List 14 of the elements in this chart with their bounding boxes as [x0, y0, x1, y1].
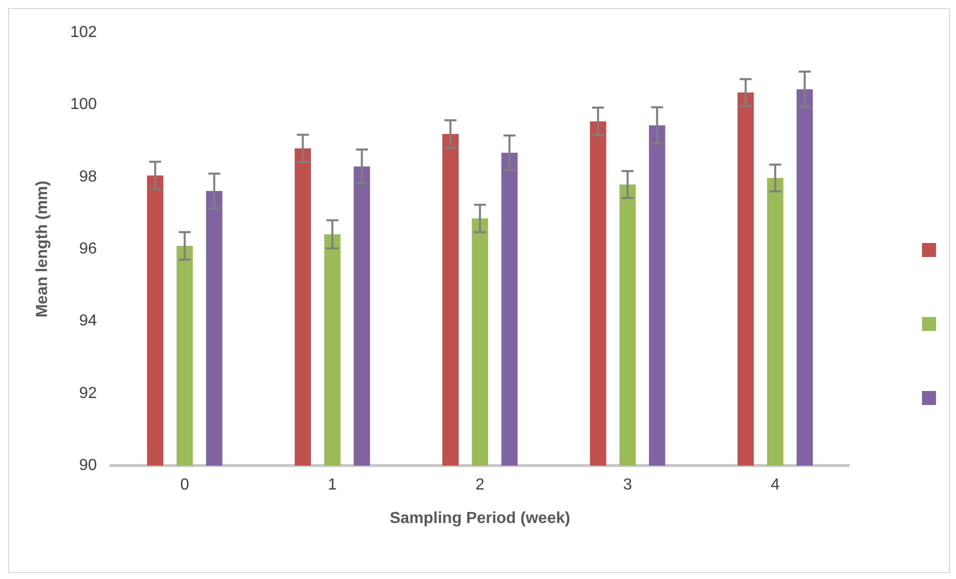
x-tick-label: 0: [180, 476, 190, 494]
y-tick-label: 100: [70, 96, 97, 114]
x-tick-label: 3: [623, 476, 632, 494]
y-tick-label: 98: [79, 168, 97, 186]
x-tick-label: 4: [770, 476, 780, 494]
x-axis-title: Sampling Period (week): [390, 510, 570, 527]
y-axis-title: Mean length (mm): [34, 180, 52, 318]
y-tick-label: 92: [79, 384, 97, 402]
y-tick-label: 90: [79, 457, 97, 474]
y-tick-label: 94: [79, 312, 97, 330]
x-tick-label: 1: [328, 476, 337, 494]
x-tick-label: 2: [475, 476, 484, 494]
y-tick-label: 96: [79, 240, 97, 258]
y-tick-label: 102: [70, 24, 97, 42]
